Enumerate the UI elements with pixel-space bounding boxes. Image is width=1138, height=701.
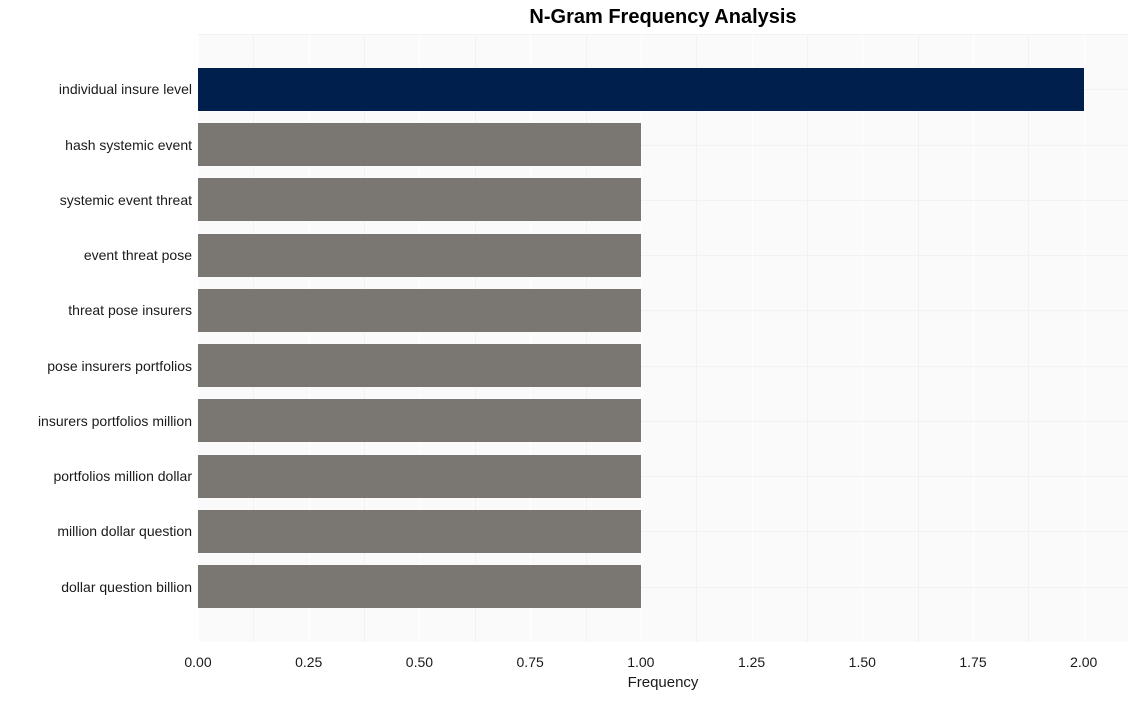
x-tick-label: 1.50 [849,654,876,670]
grid-line-major [862,34,863,642]
y-tick-label: hash systemic event [0,137,192,153]
ngram-frequency-chart: N-Gram Frequency Analysis individual ins… [0,0,1138,701]
grid-line-minor [696,34,697,642]
x-axis-title: Frequency [198,674,1128,691]
bar [198,123,641,166]
y-tick-label: pose insurers portfolios [0,358,192,374]
x-tick-label: 0.25 [295,654,322,670]
x-tick-label: 0.00 [184,654,211,670]
grid-line-major [1084,34,1085,642]
y-tick-label: million dollar question [0,523,192,539]
bar [198,234,641,277]
bar [198,344,641,387]
grid-line-major [973,34,974,642]
x-tick-label: 1.25 [738,654,765,670]
grid-line-h-minor [198,34,1128,35]
y-tick-label: threat pose insurers [0,302,192,318]
bar [198,289,641,332]
y-tick-label: portfolios million dollar [0,468,192,484]
bar [198,178,641,221]
x-tick-label: 1.75 [959,654,986,670]
bar [198,399,641,442]
y-tick-label: insurers portfolios million [0,413,192,429]
y-tick-label: event threat pose [0,247,192,263]
grid-line-major [641,34,642,642]
plot-area [198,34,1128,642]
x-tick-label: 0.75 [517,654,544,670]
y-axis-labels: individual insure level hash systemic eve… [0,34,192,642]
y-tick-label: individual insure level [0,81,192,97]
x-tick-label: 1.00 [627,654,654,670]
bar [198,510,641,553]
bar [198,68,1084,111]
grid-line-major [752,34,753,642]
bar [198,455,641,498]
x-tick-label: 2.00 [1070,654,1097,670]
grid-line-minor [807,34,808,642]
y-tick-label: systemic event threat [0,192,192,208]
x-tick-label: 0.50 [406,654,433,670]
chart-title: N-Gram Frequency Analysis [198,6,1128,29]
y-tick-label: dollar question billion [0,579,192,595]
bar [198,565,641,608]
x-axis-tick-labels: 0.000.250.500.751.001.251.501.752.00 [198,654,1128,674]
grid-line-minor [918,34,919,642]
grid-line-minor [1028,34,1029,642]
